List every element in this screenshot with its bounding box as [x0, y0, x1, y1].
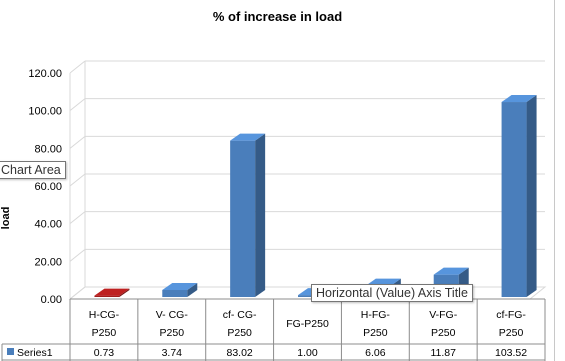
gridlines: [68, 60, 547, 300]
category-label: cf-FG-: [496, 309, 526, 321]
y-tick-label: 40.00: [34, 219, 62, 231]
bar-side: [187, 282, 198, 297]
gridline-depth: [69, 60, 86, 74]
data-table: H-CG- P250 V- CG- P250 cf- CG- P250 FG-P250 H-F…: [1, 298, 546, 361]
y-axis-title[interactable]: load: [0, 207, 12, 230]
series-name: Series1: [17, 347, 53, 359]
bar-top: [433, 267, 469, 275]
data-value-label: 3.74: [162, 347, 183, 359]
bar-front: [162, 289, 188, 297]
y-tick-label: 80.00: [34, 143, 62, 155]
data-value-label: 103.52: [495, 347, 527, 359]
category-label: H-CG-: [89, 309, 120, 321]
category-label: P250: [92, 327, 117, 339]
y-tick-label: 100.00: [28, 106, 62, 118]
bar-top: [365, 278, 401, 286]
data-value-label: 83.02: [227, 347, 253, 359]
bar-top: [94, 288, 130, 296]
data-value-label: 1.00: [297, 347, 318, 359]
bar-top: [162, 282, 198, 290]
category-label: P250: [160, 327, 185, 339]
bar-side: [119, 288, 130, 297]
bar-front: [94, 295, 120, 297]
category-label: FG-P250: [286, 318, 329, 330]
bar-side: [255, 133, 266, 297]
gridline-depth: [69, 211, 86, 225]
y-tick-label: 0.00: [41, 294, 62, 306]
data-value-label: 0.73: [94, 347, 115, 359]
category-label: P250: [431, 327, 456, 339]
bar: [162, 282, 198, 297]
bar: [501, 95, 537, 298]
category-label: V- CG-: [156, 309, 189, 321]
bar-top: [230, 133, 266, 141]
bar: [94, 288, 130, 297]
data-value-label: 6.06: [365, 347, 386, 359]
category-label: P250: [499, 327, 524, 339]
category-label: P250: [227, 327, 252, 339]
legend-key: [7, 348, 14, 355]
y-tick-labels: 0.00 20.00 40.00 60.00 80.00 100.00 120.00: [28, 68, 62, 306]
category-label: V-FG-: [429, 309, 458, 321]
category-label: cf- CG-: [223, 309, 257, 321]
y-tick-label: 60.00: [34, 181, 62, 193]
category-label: P250: [363, 327, 388, 339]
bar-front: [230, 140, 256, 297]
bars: [94, 95, 537, 298]
gridline-depth: [69, 135, 86, 149]
bar-side: [526, 95, 537, 298]
chart-area-tooltip: Chart Area: [0, 161, 66, 179]
axis-title-tooltip: Horizontal (Value) Axis Title: [311, 284, 473, 302]
chart-title: % of increase in load: [212, 9, 343, 24]
y-tick-label: 20.00: [34, 256, 62, 268]
bar: [230, 133, 266, 297]
gridline-depth: [69, 248, 86, 262]
y-tick-label: 120.00: [28, 68, 62, 80]
gridline-depth: [69, 173, 86, 187]
bar-front: [501, 102, 527, 298]
data-value-label: 11.87: [430, 347, 456, 359]
gridline-depth: [69, 98, 86, 112]
category-label: H-FG-: [361, 309, 391, 321]
bar-front: [298, 295, 323, 297]
bar-top: [501, 95, 537, 103]
